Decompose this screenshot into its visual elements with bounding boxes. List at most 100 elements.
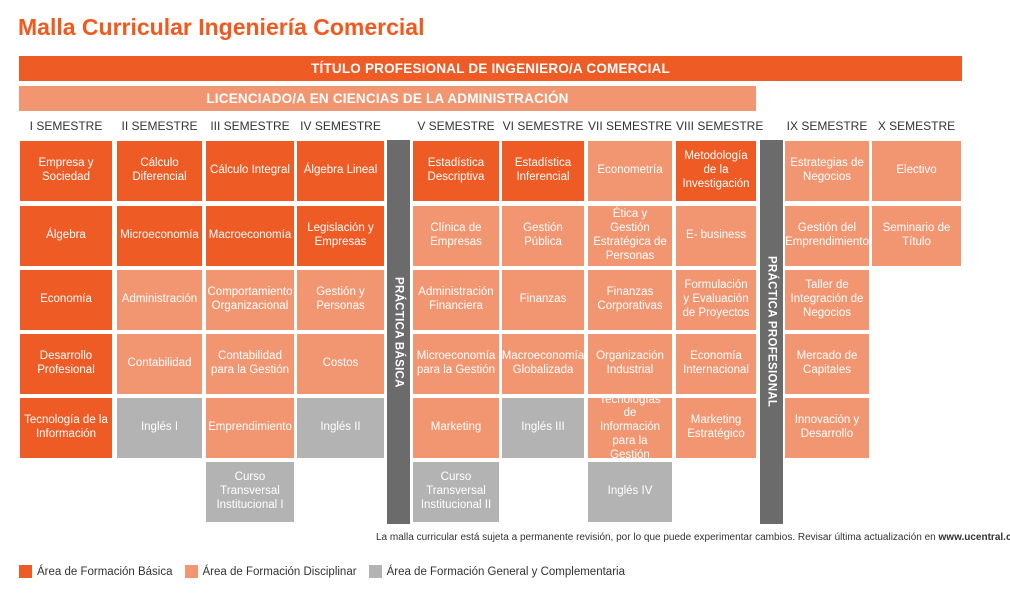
page-title: Malla Curricular Ingeniería Comercial (18, 14, 425, 40)
legend-swatch (368, 565, 382, 578)
legend-swatch (19, 565, 32, 578)
course-cell: Electivo (872, 141, 961, 201)
course-name: Administración Financiera (418, 286, 494, 312)
titulo-profesional-label: TÍTULO PROFESIONAL DE INGENIERO/A COMERC… (311, 61, 670, 76)
course-cell: Inglés I (117, 398, 202, 458)
course-name: Estadística Descriptiva (427, 157, 485, 183)
practica-profesional-label: PRÁCTICA PROFESIONAL (765, 256, 778, 408)
course-cell: Economía Internacional (676, 334, 756, 394)
semester-header: II SEMESTRE (121, 119, 198, 133)
course-name: Economía Internacional (683, 350, 749, 376)
course-cell: Seminario de Título (872, 206, 961, 266)
course-name: Tecnologías de Información para la Gesti… (599, 393, 661, 461)
course-cell: Clínica de Empresas (413, 206, 499, 266)
semester-header: III SEMESTRE (210, 119, 290, 133)
course-name: Organización Industrial (596, 350, 664, 376)
course-cell: Álgebra (20, 206, 112, 266)
course-name: Empresa y Sociedad (38, 157, 94, 183)
course-cell: Tecnología de la Información (20, 398, 112, 458)
course-cell: Gestión del Emprendimiento (785, 206, 869, 266)
course-name: Taller de Integración de Negocios (790, 279, 864, 319)
course-cell: Ética y Gestión Estratégica de Personas (588, 206, 672, 266)
course-cell: Metodología de la Investigación (676, 141, 756, 201)
course-name: Economía (40, 293, 92, 306)
course-name: Administración (121, 293, 198, 306)
course-name: Inglés IV (607, 485, 653, 498)
course-name: Electivo (896, 164, 937, 177)
legend-item: Área de Formación Básica (19, 565, 173, 578)
course-name: Ética y Gestión Estratégica de Personas (593, 208, 667, 262)
semester-header: VI SEMESTRE (502, 119, 584, 133)
course-name: Gestión Pública (523, 222, 563, 248)
course-cell: Contabilidad (117, 334, 202, 394)
course-cell: Microeconomía para la Gestión (413, 334, 499, 394)
legend: Área de Formación Básica Área de Formació… (19, 565, 637, 578)
course-name: Gestión del Emprendimiento (785, 222, 869, 248)
course-cell: Economía (20, 270, 112, 330)
licenciado-label: LICENCIADO/A EN CIENCIAS DE LA ADMINISTR… (206, 91, 569, 106)
course-name: Microeconomía para la Gestión (416, 350, 496, 376)
course-name: Mercado de Capitales (796, 350, 858, 376)
course-name: Gestión y Personas (316, 286, 365, 312)
course-name: Marketing Estratégico (687, 414, 745, 440)
course-name: Curso Transversal Institucional II (420, 471, 492, 511)
course-cell: Inglés III (502, 398, 584, 458)
titulo-profesional-banner: TÍTULO PROFESIONAL DE INGENIERO/A COMERC… (19, 56, 962, 81)
course-name: Contabilidad para la Gestión (211, 350, 289, 376)
course-cell: Tecnologías de Información para la Gesti… (588, 394, 672, 461)
legend-item: Área de Formación General y Complementar… (368, 565, 625, 578)
legend-label: Área de Formación Disciplinar (202, 565, 357, 578)
practica-basica-bar: PRÁCTICA BÁSICA (387, 140, 410, 524)
course-cell: Legislación y Empresas (297, 206, 384, 266)
course-name: Macroeconomía (208, 229, 292, 242)
course-name: Innovación y Desarrollo (794, 414, 860, 440)
course-name: Estadística Inferencial (514, 157, 572, 183)
course-name: Microeconomía (120, 229, 199, 242)
course-cell: Macroeconomía Globalizada (502, 334, 584, 394)
course-cell: Administración Financiera (413, 270, 499, 330)
course-cell: Gestión Pública (502, 206, 584, 266)
course-name: Comportamiento Organizacional (207, 286, 293, 312)
course-cell: Costos (297, 334, 384, 394)
legend-item: Área de Formación Disciplinar (184, 565, 357, 578)
course-cell: Innovación y Desarrollo (785, 398, 869, 458)
footnote-link[interactable]: www.ucentral.cl (938, 532, 1010, 543)
course-cell: Formulación y Evaluación de Proyectos (676, 270, 756, 330)
legend-swatch (184, 565, 198, 578)
semester-header: VII SEMESTRE (588, 119, 673, 133)
course-cell: Emprendimiento (206, 398, 294, 458)
course-cell: Empresa y Sociedad (20, 141, 112, 201)
course-cell: Finanzas (502, 270, 584, 330)
semester-header: IX SEMESTRE (786, 119, 868, 133)
course-name: Seminario de Título (882, 222, 951, 248)
footnote-text: La malla curricular está sujeta a perman… (376, 532, 939, 543)
course-name: Inglés III (521, 421, 565, 434)
course-name: Álgebra Lineal (303, 164, 378, 177)
course-name: Inglés II (320, 421, 361, 434)
semester-header: I SEMESTRE (29, 119, 103, 133)
semester-header: IV SEMESTRE (300, 119, 381, 133)
course-cell: Econometría (588, 141, 672, 201)
course-name: Desarrollo Profesional (37, 350, 95, 376)
semester-header: X SEMESTRE (877, 119, 956, 133)
course-name: E- business (685, 229, 747, 242)
course-cell: Estadística Inferencial (502, 141, 584, 201)
course-cell: Marketing Estratégico (676, 398, 756, 458)
course-cell: Administración (117, 270, 202, 330)
course-cell: Taller de Integración de Negocios (785, 270, 869, 330)
course-cell: E- business (676, 206, 756, 266)
course-cell: Cálculo Diferencial (117, 141, 202, 201)
course-cell: Estadística Descriptiva (413, 141, 499, 201)
course-cell: Organización Industrial (588, 334, 672, 394)
course-cell: Cálculo Integral (206, 141, 294, 201)
course-cell: Mercado de Capitales (785, 334, 869, 394)
course-name: Estrategias de Negocios (790, 157, 864, 183)
course-cell: Álgebra Lineal (297, 141, 384, 201)
course-cell: Inglés IV (588, 462, 672, 522)
course-name: Álgebra (46, 229, 86, 242)
course-cell: Inglés II (297, 398, 384, 458)
course-cell: Contabilidad para la Gestión (206, 334, 294, 394)
course-name: Inglés I (140, 421, 179, 434)
course-cell: Desarrollo Profesional (20, 334, 112, 394)
course-name: Macroeconomía Globalizada (501, 350, 585, 376)
